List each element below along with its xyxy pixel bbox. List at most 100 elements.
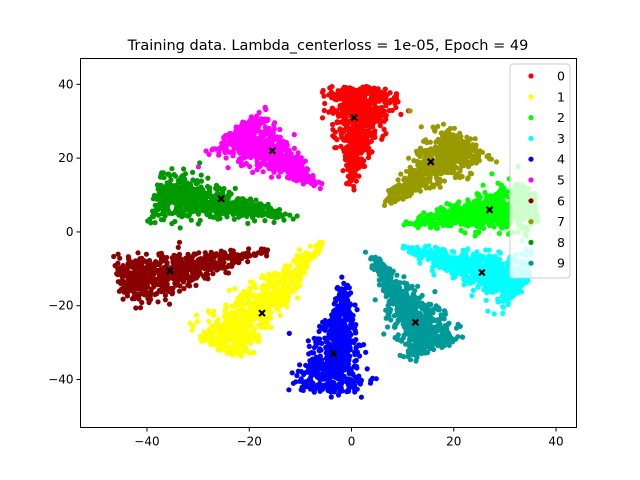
data-point bbox=[238, 158, 244, 164]
data-point bbox=[357, 114, 363, 120]
data-point bbox=[377, 123, 383, 129]
data-point bbox=[333, 309, 339, 316]
data-point bbox=[133, 305, 139, 311]
data-point bbox=[383, 103, 389, 109]
series-4-points bbox=[286, 274, 379, 400]
data-point bbox=[217, 324, 223, 330]
data-point bbox=[345, 328, 351, 334]
data-point bbox=[462, 203, 468, 209]
data-point bbox=[144, 269, 150, 275]
data-point bbox=[497, 201, 504, 207]
data-point bbox=[497, 250, 503, 256]
data-point bbox=[500, 304, 507, 310]
data-point bbox=[500, 310, 506, 316]
data-point bbox=[461, 256, 468, 262]
data-point bbox=[340, 119, 346, 125]
data-point bbox=[348, 377, 354, 383]
data-point bbox=[258, 162, 264, 168]
data-point bbox=[319, 115, 326, 121]
data-point bbox=[310, 380, 316, 386]
data-point bbox=[395, 177, 401, 183]
data-point bbox=[296, 254, 303, 260]
data-point bbox=[493, 191, 499, 197]
data-point bbox=[235, 295, 241, 302]
data-point bbox=[370, 130, 376, 136]
data-point bbox=[430, 256, 436, 263]
data-point bbox=[284, 304, 290, 310]
data-point bbox=[488, 284, 495, 290]
data-point bbox=[158, 250, 164, 256]
data-point bbox=[461, 282, 467, 288]
data-point bbox=[262, 116, 268, 122]
data-point bbox=[289, 288, 295, 294]
data-point bbox=[251, 300, 257, 306]
data-point bbox=[225, 165, 231, 171]
data-point bbox=[328, 394, 334, 400]
data-point bbox=[496, 230, 502, 236]
data-point bbox=[346, 163, 352, 169]
data-point bbox=[238, 343, 244, 349]
data-point bbox=[231, 251, 237, 257]
data-point bbox=[125, 261, 131, 267]
data-point bbox=[343, 86, 350, 92]
data-point bbox=[334, 119, 340, 125]
data-point bbox=[291, 132, 297, 138]
data-point bbox=[458, 221, 464, 227]
data-point bbox=[294, 372, 300, 379]
data-point bbox=[479, 212, 485, 218]
data-point bbox=[185, 282, 191, 288]
data-point bbox=[348, 311, 354, 317]
data-point bbox=[323, 355, 329, 361]
data-point bbox=[440, 246, 446, 252]
data-point bbox=[239, 297, 245, 304]
series-6-points bbox=[111, 239, 271, 311]
data-point bbox=[339, 274, 345, 280]
data-point bbox=[336, 381, 342, 387]
data-point bbox=[297, 283, 303, 289]
data-point bbox=[255, 339, 261, 345]
data-point bbox=[344, 285, 350, 291]
data-point bbox=[491, 224, 497, 230]
data-point bbox=[274, 155, 280, 161]
data-point bbox=[206, 318, 212, 324]
data-point bbox=[221, 322, 227, 329]
data-point bbox=[277, 302, 283, 309]
data-point bbox=[428, 211, 434, 217]
data-point bbox=[432, 244, 439, 250]
data-point bbox=[251, 251, 257, 257]
data-point bbox=[251, 334, 257, 340]
data-point bbox=[417, 188, 423, 194]
data-point bbox=[296, 267, 302, 273]
data-point bbox=[205, 271, 211, 278]
data-point bbox=[470, 287, 476, 293]
data-point bbox=[277, 292, 283, 298]
data-point bbox=[196, 264, 202, 270]
data-point bbox=[252, 312, 258, 318]
data-point bbox=[231, 311, 238, 317]
data-point bbox=[274, 306, 280, 312]
data-point bbox=[491, 262, 497, 269]
data-point bbox=[297, 276, 303, 282]
data-point bbox=[366, 151, 372, 157]
data-point bbox=[201, 329, 207, 335]
data-point bbox=[139, 291, 145, 297]
data-point bbox=[330, 121, 336, 128]
data-point bbox=[265, 294, 271, 300]
data-point bbox=[355, 126, 361, 132]
data-point bbox=[210, 312, 217, 318]
data-point bbox=[322, 100, 328, 107]
data-point bbox=[216, 152, 222, 158]
data-point bbox=[442, 207, 448, 213]
data-point bbox=[193, 282, 199, 288]
data-point bbox=[263, 289, 269, 295]
data-point bbox=[263, 325, 269, 331]
data-point bbox=[126, 276, 133, 282]
data-point bbox=[217, 253, 223, 259]
data-point bbox=[257, 316, 263, 322]
data-point bbox=[340, 302, 346, 308]
data-point bbox=[353, 322, 359, 328]
data-point bbox=[461, 215, 467, 221]
data-point bbox=[277, 126, 283, 133]
data-point bbox=[284, 142, 290, 148]
data-point bbox=[417, 260, 423, 266]
